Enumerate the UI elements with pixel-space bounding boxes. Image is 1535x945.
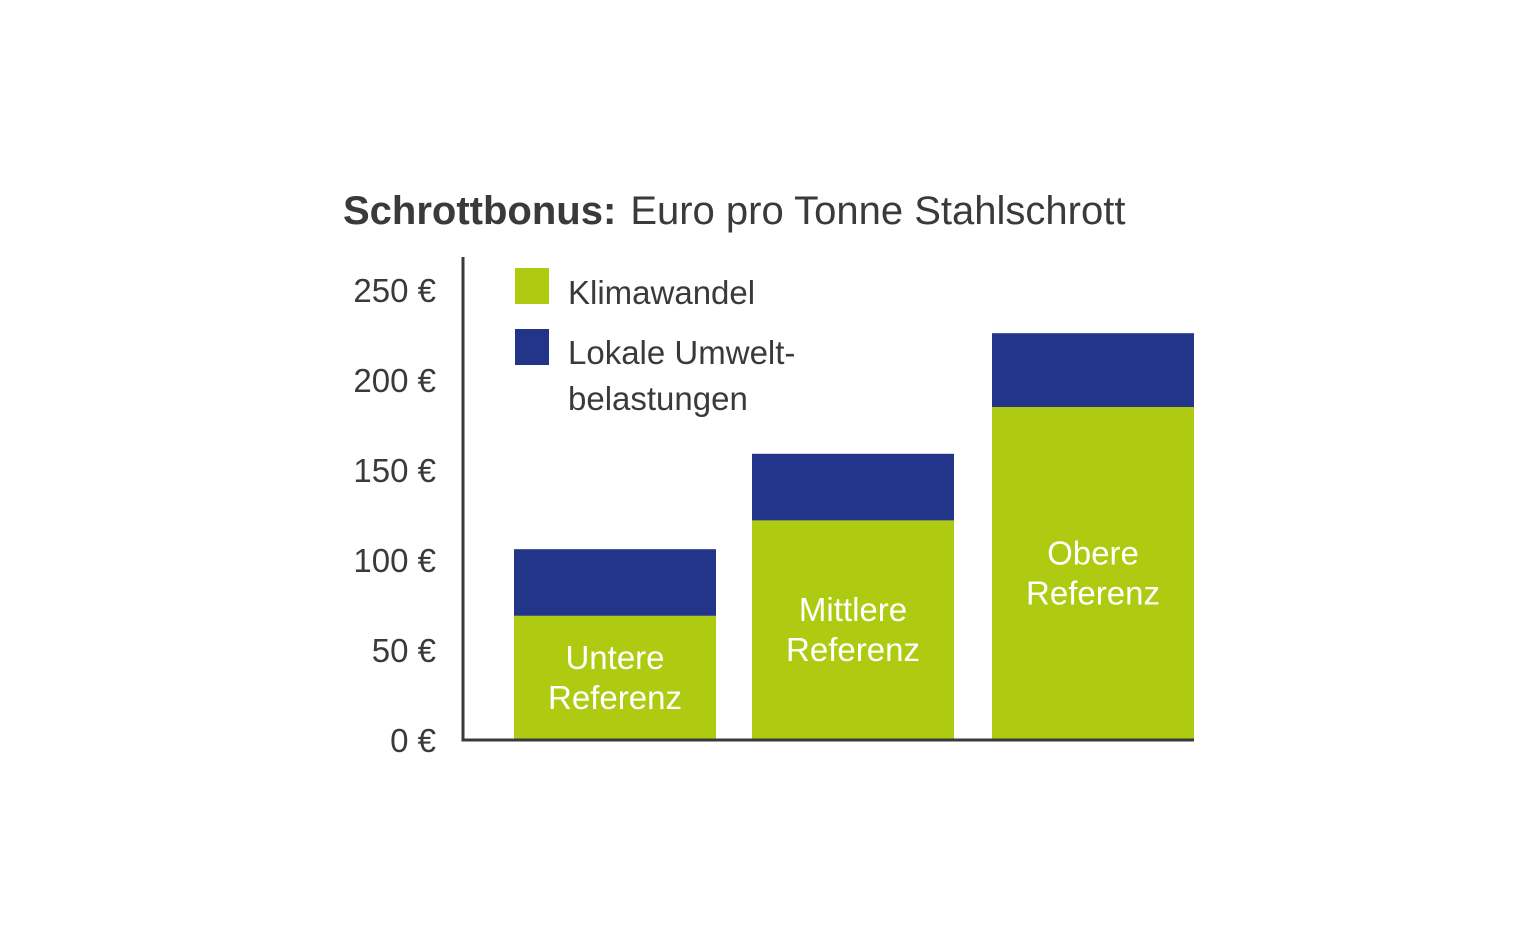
y-tick-label: 150 €: [353, 452, 436, 489]
y-tick-label: 50 €: [372, 632, 436, 669]
bar-segment-klimawandel: [752, 520, 954, 740]
axes: [461, 257, 1194, 742]
bar-segment-lokale-umweltbelastungen: [514, 549, 716, 616]
bars: UntereReferenzMittlereReferenzObereRefer…: [514, 333, 1194, 740]
chart-title: Schrottbonus: Euro pro Tonne Stahlschrot…: [343, 189, 1125, 233]
bar-category-label: Obere: [1047, 535, 1139, 572]
axis-lines: [461, 257, 1194, 742]
bar-category-label: Referenz: [1026, 575, 1160, 612]
legend-swatch: [515, 268, 549, 304]
y-tick-label: 250 €: [353, 272, 436, 309]
bar-category-label: Referenz: [548, 679, 682, 716]
legend-label: Klimawandel: [568, 274, 755, 311]
legend-label: Lokale Umwelt-: [568, 334, 795, 371]
bar-category-label: Untere: [565, 639, 664, 676]
bar-segment-klimawandel: [992, 407, 1194, 740]
chart-title-rest: Euro pro Tonne Stahlschrott: [630, 189, 1125, 233]
bar-segment-lokale-umweltbelastungen: [992, 333, 1194, 407]
legend-label: belastungen: [568, 380, 748, 417]
legend: Klimawandel Lokale Umwelt-belastungen: [515, 268, 795, 417]
bar-category-label: Mittlere: [799, 591, 907, 628]
bar-category-label: Referenz: [786, 631, 920, 668]
y-axis-ticks: 0 € 50 € 100 € 150 € 200 € 250 €: [353, 272, 436, 759]
chart-title-bold: Schrottbonus:: [343, 189, 616, 233]
bar-segment-klimawandel: [514, 615, 716, 740]
legend-swatch: [515, 329, 549, 365]
y-tick-label: 200 €: [353, 362, 436, 399]
y-tick-label: 0 €: [390, 722, 436, 759]
y-tick-label: 100 €: [353, 542, 436, 579]
bar-segment-lokale-umweltbelastungen: [752, 453, 954, 521]
